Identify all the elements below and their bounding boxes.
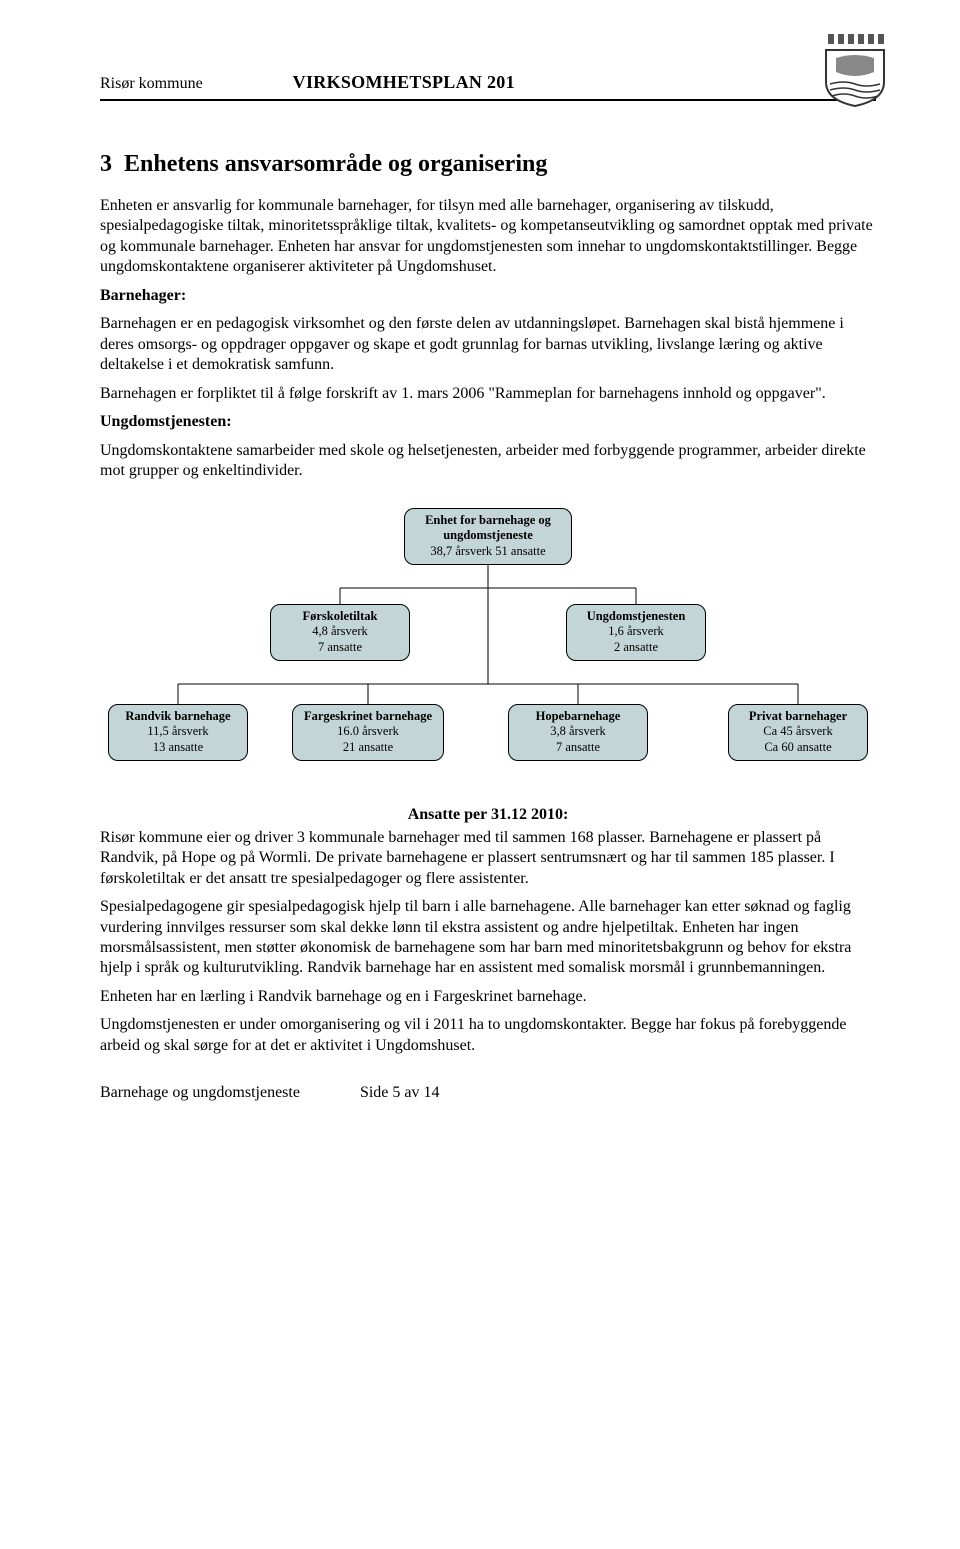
org-node-forskoletiltak: Førskoletiltak 4,8 årsverk 7 ansatte	[270, 604, 410, 661]
paragraph: Enheten er ansvarlig for kommunale barne…	[100, 196, 876, 278]
org-node-line: Ca 60 ansatte	[735, 740, 861, 756]
paragraph: Barnehagen er en pedagogisk virksomhet o…	[100, 314, 876, 375]
org-node-hope: Hopebarnehage 3,8 årsverk 7 ansatte	[508, 704, 648, 761]
section-number: 3	[100, 151, 112, 177]
org-node-line: 7 ansatte	[277, 640, 403, 656]
org-node-line: 7 ansatte	[515, 740, 641, 756]
header-left: Risør kommune	[100, 75, 203, 93]
subhead-ungdomstjenesten: Ungdomstjenesten:	[100, 412, 876, 432]
page-header: Risør kommune VIRKSOMHETSPLAN 201	[100, 72, 876, 101]
org-chart: Enhet for barnehage og ungdomstjeneste 3…	[108, 508, 868, 788]
org-node-title: Fargeskrinet barnehage	[299, 709, 437, 725]
org-node-line: 3,8 årsverk	[515, 724, 641, 740]
org-node-title: Førskoletiltak	[277, 609, 403, 625]
body-block: Enheten er ansvarlig for kommunale barne…	[100, 196, 876, 482]
paragraph: Barnehagen er forpliktet til å følge for…	[100, 384, 876, 404]
header-title: VIRKSOMHETSPLAN 201	[293, 72, 515, 93]
org-node-line: 11,5 årsverk	[115, 724, 241, 740]
org-node-title: Enhet for barnehage og ungdomstjeneste	[411, 513, 565, 544]
paragraph: Spesialpedagogene gir spesialpedagogisk …	[100, 897, 876, 979]
org-node-line: 16.0 årsverk	[299, 724, 437, 740]
org-node-ungdomstjenesten: Ungdomstjenesten 1,6 årsverk 2 ansatte	[566, 604, 706, 661]
footer-page: Side 5 av 14	[360, 1084, 440, 1102]
org-node-line: 21 ansatte	[299, 740, 437, 756]
org-node-line: 38,7 årsverk 51 ansatte	[411, 544, 565, 560]
org-node-title: Privat barnehager	[735, 709, 861, 725]
org-node-line: 2 ansatte	[573, 640, 699, 656]
municipality-crest-icon	[824, 32, 886, 108]
org-node-title: Ungdomstjenesten	[573, 609, 699, 625]
org-node-title: Hopebarnehage	[515, 709, 641, 725]
org-node-line: 1,6 årsverk	[573, 624, 699, 640]
org-caption: Ansatte per 31.12 2010:	[100, 806, 876, 824]
paragraph: Enheten har en lærling i Randvik barneha…	[100, 987, 876, 1007]
subhead-barnehager: Barnehager:	[100, 286, 876, 306]
section-heading: 3 Enhetens ansvarsområde og organisering	[100, 151, 876, 178]
footer-left: Barnehage og ungdomstjeneste	[100, 1084, 300, 1102]
org-node-title: Randvik barnehage	[115, 709, 241, 725]
paragraph: Ungdomskontaktene samarbeider med skole …	[100, 441, 876, 482]
bottom-block: Risør kommune eier og driver 3 kommunale…	[100, 828, 876, 1057]
org-node-root: Enhet for barnehage og ungdomstjeneste 3…	[404, 508, 572, 565]
org-node-line: Ca 45 årsverk	[735, 724, 861, 740]
section-title-text: Enhetens ansvarsområde og organisering	[124, 151, 547, 177]
org-node-randvik: Randvik barnehage 11,5 årsverk 13 ansatt…	[108, 704, 248, 761]
org-node-line: 13 ansatte	[115, 740, 241, 756]
org-node-privat: Privat barnehager Ca 45 årsverk Ca 60 an…	[728, 704, 868, 761]
paragraph: Ungdomstjenesten er under omorganisering…	[100, 1015, 876, 1056]
org-node-fargeskrinet: Fargeskrinet barnehage 16.0 årsverk 21 a…	[292, 704, 444, 761]
org-node-line: 4,8 årsverk	[277, 624, 403, 640]
paragraph: Risør kommune eier og driver 3 kommunale…	[100, 828, 876, 889]
page-footer: Barnehage og ungdomstjeneste Side 5 av 1…	[100, 1084, 876, 1102]
